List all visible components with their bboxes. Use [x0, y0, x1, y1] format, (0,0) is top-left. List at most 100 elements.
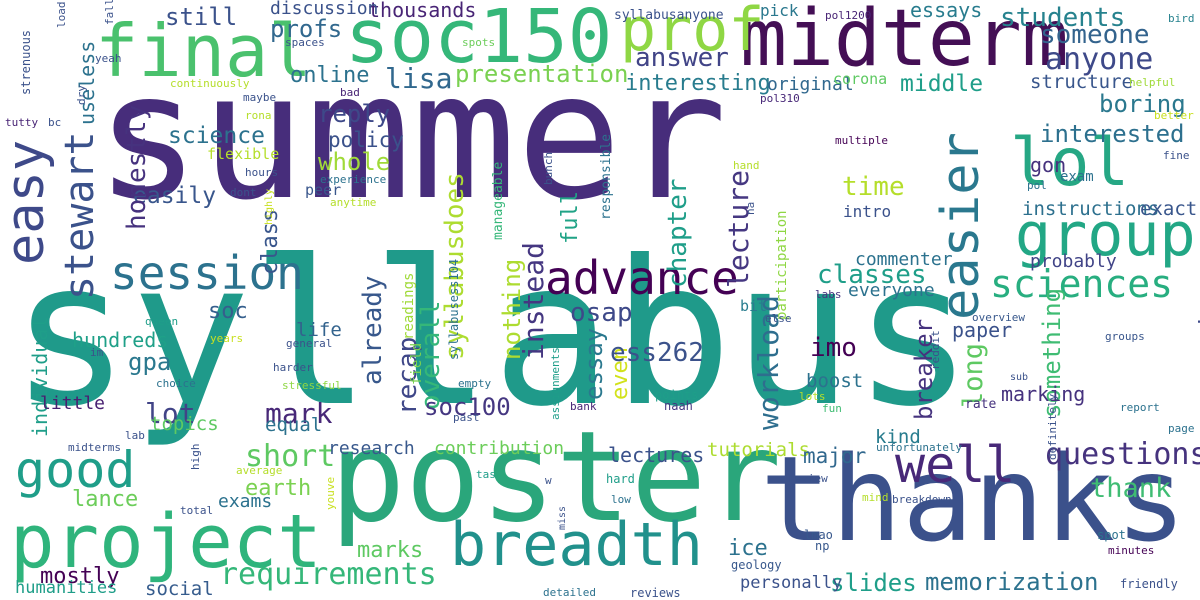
word-pol1200: pol1200 [825, 9, 872, 22]
word-osap: osap [570, 298, 633, 328]
word-life: life [296, 319, 342, 341]
word-breadth: breadth [450, 510, 703, 580]
word-report: report [1120, 401, 1160, 414]
word-interested: interested [1040, 120, 1185, 148]
word-profs: profs [270, 15, 343, 43]
word-group: group [1015, 200, 1196, 270]
word-hard: hard [606, 472, 635, 486]
word-nothing: nothing [498, 258, 526, 360]
word-imo: imo [810, 333, 857, 363]
word-boost: boost [806, 370, 864, 392]
word-breakdown: breakdown [892, 493, 952, 506]
word-points: points [655, 388, 699, 402]
word-lot: lot [145, 397, 196, 430]
word-mark: mark [265, 397, 333, 430]
word-review: review [788, 472, 828, 485]
word-experience: experience [320, 173, 387, 186]
word-classes: classes [817, 260, 927, 290]
word-middle: middle [900, 71, 984, 97]
word-participation: participation [774, 210, 790, 320]
word-naah: naah [664, 399, 693, 413]
word-stressful: stressful [282, 379, 342, 392]
word-whole: whole [318, 148, 391, 176]
word-individual: individual [28, 316, 52, 437]
word-lisa: lisa [385, 62, 453, 95]
word-geology: geology [731, 558, 782, 572]
word-easier: easier [931, 132, 991, 320]
word-responsible: responsible [599, 133, 614, 220]
word-readings: readings [401, 272, 417, 340]
word-empty: empty [458, 377, 492, 390]
word-gon: gon [1030, 153, 1067, 177]
word-presentation: presentation [455, 60, 629, 88]
word-thank: thank [1090, 473, 1172, 504]
word-exams: exams [218, 491, 273, 512]
word-marking: marking [1001, 382, 1086, 406]
word-dont: dont [230, 186, 257, 199]
word-midterms: midterms [68, 441, 121, 454]
word-queen: queen [145, 315, 179, 328]
word-little: little [40, 393, 106, 414]
word-stewart: stewart [57, 131, 103, 300]
word-original: original [767, 74, 854, 95]
word-humanities: humanities [15, 578, 118, 598]
word-boring: boring [1099, 90, 1186, 118]
word-page: page [1168, 422, 1195, 435]
word-equal: equal [265, 414, 323, 436]
word-spaces: spaces [285, 36, 325, 49]
word-choice: choice [156, 377, 196, 390]
word-rate: rate [965, 397, 997, 412]
word-soc150: soc150 [345, 0, 613, 80]
word-pick: pick [760, 1, 799, 20]
word-im: im [90, 346, 104, 359]
word-hours: hours [245, 166, 279, 179]
word-honestly: honestly [122, 104, 152, 230]
word-probably: probably [1030, 251, 1117, 272]
word-strenuous: strenuous [19, 29, 33, 95]
word-time: time [842, 172, 905, 202]
word-reviews: reviews [630, 586, 681, 600]
word-essays: essays [910, 0, 983, 22]
word-easily: easily [133, 183, 217, 209]
word-anytime: anytime [330, 196, 377, 209]
word-flexible: flexible [207, 145, 280, 163]
word-dry: dry [75, 85, 88, 105]
word-detailed: detailed [543, 586, 596, 599]
word-commenter: commenter [855, 249, 953, 270]
word-maybe: maybe [243, 91, 277, 104]
word-sciences: sciences [990, 262, 1174, 306]
word-memorization: memorization [925, 568, 1099, 596]
word-chapter: chapter [663, 178, 693, 288]
word-continuously: continuously [170, 77, 250, 90]
word-ess262: ess262 [610, 338, 704, 368]
word-low: low [611, 493, 631, 506]
word-yeah: yeah [95, 52, 122, 65]
word-everyone: everyone [848, 280, 935, 301]
word-syllabusanyone: syllabusanyone [614, 8, 724, 23]
word-summer: summer [95, 36, 728, 239]
word-thousands: thousands [368, 0, 477, 22]
word-labs: labs [815, 288, 842, 301]
word-lol: lol [1010, 124, 1130, 201]
word-marks: marks [357, 538, 424, 563]
word-na: na [744, 201, 757, 215]
word-assignments: assignments [549, 347, 562, 420]
word-sub: sub [1010, 372, 1029, 383]
word-highly: highly [264, 188, 275, 225]
word-well: well [895, 436, 1016, 494]
word-average: average [236, 464, 283, 477]
word-np: np [815, 539, 830, 553]
word-earth: earth [245, 476, 312, 501]
word-mostly: mostly [40, 564, 120, 589]
word-answer: answer [635, 43, 729, 73]
word-personally: personally [740, 573, 843, 593]
word-bunch: bunch [542, 151, 555, 185]
word-soc100: soc100 [424, 393, 511, 421]
word-structure: structure [1030, 71, 1133, 93]
word-essay: essay [580, 327, 608, 400]
word-gpa: gpa [128, 348, 172, 376]
word-instructions: instructions [1022, 198, 1160, 220]
word-short: short [245, 439, 336, 474]
word-syllabusess104: syllabusess104 [447, 258, 461, 360]
word-hand: hand [733, 159, 760, 172]
